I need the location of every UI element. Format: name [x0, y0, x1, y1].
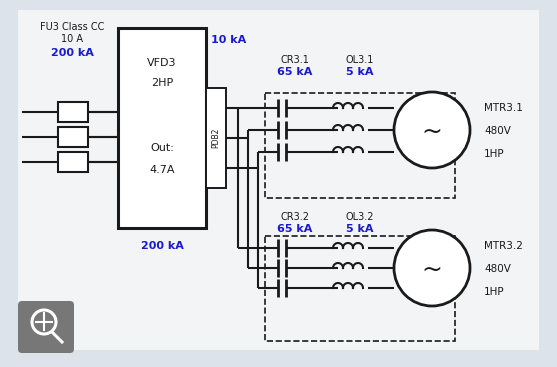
Text: FU3 Class CC: FU3 Class CC — [40, 22, 104, 32]
Circle shape — [394, 92, 470, 168]
Text: 5 kA: 5 kA — [346, 67, 374, 77]
Text: PDB2: PDB2 — [212, 128, 221, 148]
Text: 1HP: 1HP — [484, 287, 505, 297]
Bar — [58, 102, 88, 122]
Text: 10 kA: 10 kA — [211, 35, 246, 45]
Bar — [265, 93, 455, 198]
FancyBboxPatch shape — [18, 301, 74, 353]
Text: 10 A: 10 A — [61, 34, 83, 44]
Text: Out:: Out: — [150, 143, 174, 153]
Text: OL3.1: OL3.1 — [346, 55, 374, 65]
Text: CR3.1: CR3.1 — [281, 55, 310, 65]
Text: 1HP: 1HP — [484, 149, 505, 159]
Text: ~: ~ — [422, 258, 442, 282]
Text: MTR3.1: MTR3.1 — [484, 103, 523, 113]
Text: 200 kA: 200 kA — [51, 48, 94, 58]
Text: 5 kA: 5 kA — [346, 224, 374, 234]
Circle shape — [394, 230, 470, 306]
Bar — [118, 28, 206, 228]
Text: CR3.2: CR3.2 — [281, 212, 310, 222]
Text: 200 kA: 200 kA — [140, 241, 183, 251]
Bar — [58, 152, 88, 172]
Text: 2HP: 2HP — [151, 78, 173, 88]
Text: VFD3: VFD3 — [147, 58, 177, 68]
Text: 480V: 480V — [484, 126, 511, 136]
Text: 65 kA: 65 kA — [277, 224, 312, 234]
Bar — [206, 88, 226, 188]
Text: 480V: 480V — [484, 264, 511, 274]
Text: 4.7A: 4.7A — [149, 165, 175, 175]
Text: 65 kA: 65 kA — [277, 67, 312, 77]
Bar — [58, 127, 88, 147]
Text: MTR3.2: MTR3.2 — [484, 241, 523, 251]
Bar — [265, 236, 455, 341]
Text: OL3.2: OL3.2 — [346, 212, 374, 222]
Text: ~: ~ — [422, 120, 442, 144]
